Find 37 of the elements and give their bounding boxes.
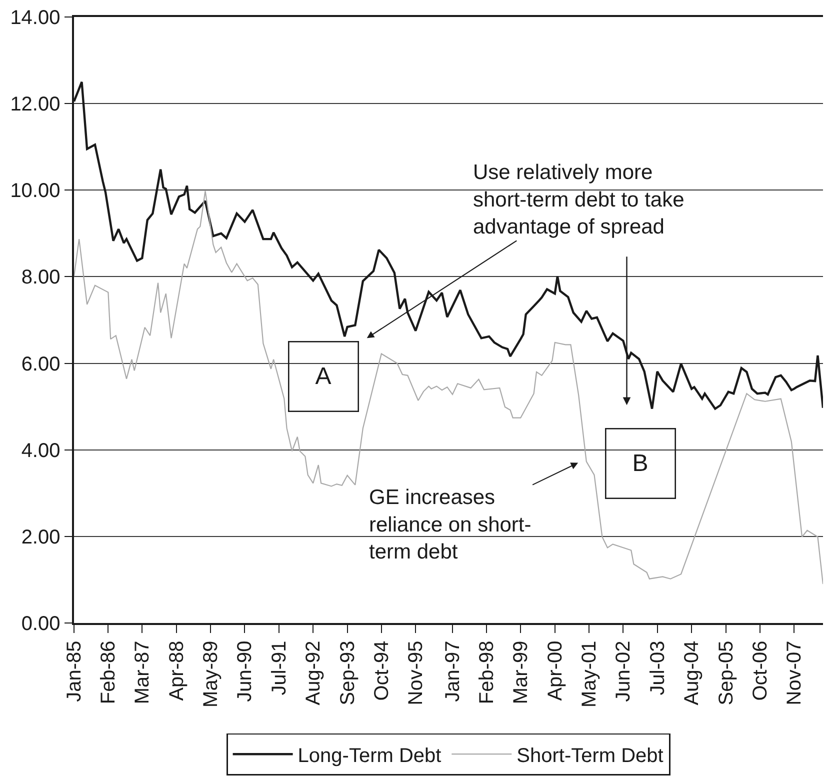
x-tick-label: Apr-00 xyxy=(544,640,566,701)
x-tick-label: Aug-04 xyxy=(681,640,704,706)
annotation: B xyxy=(632,450,648,477)
annotation: A xyxy=(315,362,332,390)
x-tick-label: Apr-88 xyxy=(166,640,188,701)
y-tick-label: 4.00 xyxy=(21,440,60,462)
y-tick-label: 2.00 xyxy=(21,526,60,548)
x-tick-label: Jan-97 xyxy=(442,640,464,702)
annotation: GE increases reliance on short-term debt xyxy=(369,486,532,564)
x-tick-label: Aug-92 xyxy=(302,640,325,706)
legend-label: Long-Term Debt xyxy=(298,744,442,767)
x-tick-label: Feb-86 xyxy=(98,640,120,704)
x-tick-label: Nov-07 xyxy=(784,640,806,706)
x-tick-label: Nov-95 xyxy=(405,640,428,706)
x-tick-label: Oct-06 xyxy=(749,640,772,701)
x-tick-label: May-89 xyxy=(200,640,222,708)
y-tick-label: 0.00 xyxy=(21,613,60,635)
x-tick-label: Sep-05 xyxy=(715,640,738,706)
x-tick-label: Jun-90 xyxy=(234,640,256,702)
y-tick-label: 10.00 xyxy=(10,180,60,202)
x-tick-label: Jun-02 xyxy=(612,640,635,702)
x-tick-label: Sep-93 xyxy=(336,640,359,706)
x-tick-label: Jul-03 xyxy=(646,640,669,696)
x-tick-label: Jul-91 xyxy=(268,640,290,696)
y-tick-label: 8.00 xyxy=(21,266,60,289)
x-tick-label: May-01 xyxy=(578,640,600,708)
x-tick-label: Mar-99 xyxy=(510,640,532,704)
x-tick-label: Oct-94 xyxy=(370,640,393,701)
line-series xyxy=(74,190,823,585)
annotation: Use relatively more short-term debt to take advantage of spread xyxy=(473,161,684,239)
x-tick-label: Jan-85 xyxy=(64,640,86,702)
y-tick-label: 14.00 xyxy=(10,7,60,29)
x-tick-label: Feb-98 xyxy=(476,640,498,704)
x-tick-label: Mar-87 xyxy=(132,640,154,704)
y-tick-label: 6.00 xyxy=(21,353,60,376)
legend-label: Short-Term Debt xyxy=(516,744,664,767)
y-tick-label: 12.00 xyxy=(10,94,60,116)
